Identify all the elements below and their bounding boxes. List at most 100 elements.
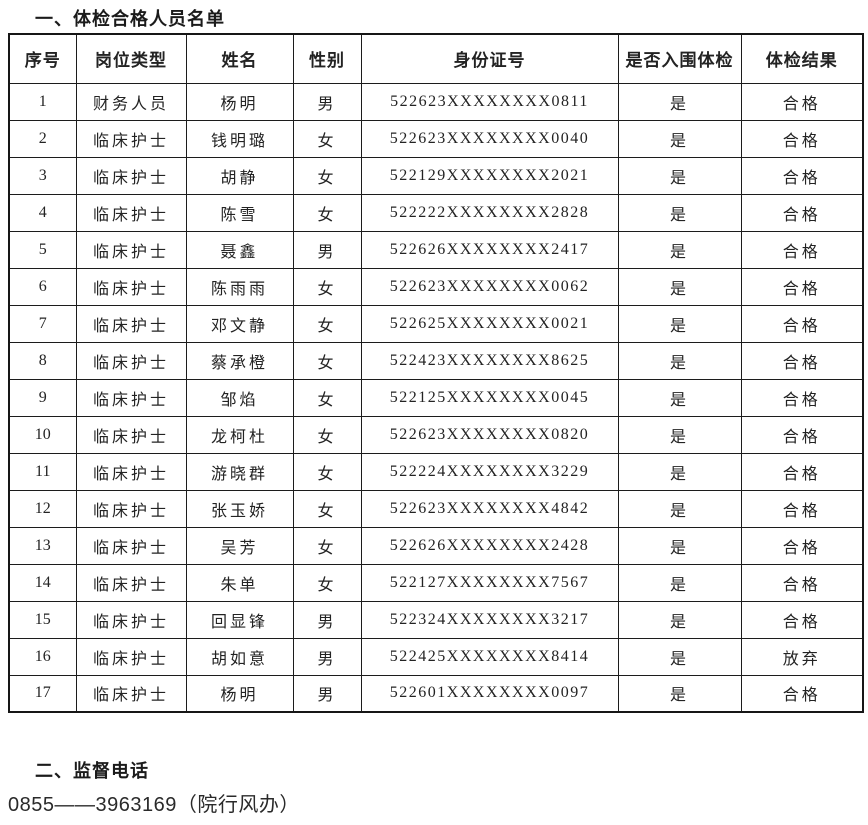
table-cell-gender: 女	[292, 267, 362, 306]
table-cell-result: 合格	[740, 378, 864, 417]
table-cell-id-number: 522623XXXXXXXX0040	[360, 119, 619, 158]
table-cell-name: 杨明	[185, 82, 294, 121]
table-cell-result: 合格	[740, 119, 864, 158]
table-cell-result: 合格	[740, 415, 864, 454]
table-row: 8 临床护士 蔡承橙女 522423XXXXXXXX8625 是合格	[8, 341, 864, 380]
table-cell-shortlisted: 是	[617, 230, 742, 269]
table-cell-seq: 12	[8, 489, 77, 528]
column-header-name: 姓名	[185, 33, 294, 84]
table-cell-seq: 15	[8, 600, 77, 639]
table-cell-name: 蔡承橙	[185, 341, 294, 380]
table-cell-position: 临床护士	[75, 119, 187, 158]
table-cell-gender: 女	[292, 378, 362, 417]
column-header-shortlisted: 是否入围体检	[617, 33, 742, 84]
supervision-phone: 0855——3963169（院行风办）	[8, 794, 300, 816]
table-row: 10 临床护士 龙柯杜女 522623XXXXXXXX0820 是合格	[8, 415, 864, 454]
table-row: 5 临床护士 聂鑫男 522626XXXXXXXX2417 是合格	[8, 230, 864, 269]
table-cell-id-number: 522623XXXXXXXX0811	[360, 82, 619, 121]
table-cell-result: 合格	[740, 489, 864, 528]
table-cell-shortlisted: 是	[617, 82, 742, 121]
table-cell-result: 合格	[740, 452, 864, 491]
column-header-position: 岗位类型	[75, 33, 187, 84]
table-cell-seq: 1	[8, 82, 77, 121]
table-cell-position: 临床护士	[75, 452, 187, 491]
table-cell-seq: 17	[8, 674, 77, 713]
table-cell-position: 临床护士	[75, 341, 187, 380]
table-cell-id-number: 522423XXXXXXXX8625	[360, 341, 619, 380]
table-cell-seq: 16	[8, 637, 77, 676]
table-cell-id-number: 522324XXXXXXXX3217	[360, 600, 619, 639]
table-cell-position: 财务人员	[75, 82, 187, 121]
table-row: 2 临床护士 钱明璐女 522623XXXXXXXX0040 是合格	[8, 119, 864, 158]
column-header-gender: 性别	[292, 33, 362, 84]
table-cell-seq: 9	[8, 378, 77, 417]
section2-heading: 二、监督电话	[35, 761, 149, 781]
table-cell-name: 邹焰	[185, 378, 294, 417]
table-cell-gender: 男	[292, 637, 362, 676]
column-header-seq: 序号	[8, 33, 77, 84]
table-row: 14 临床护士 朱单女 522127XXXXXXXX7567 是合格	[8, 563, 864, 602]
table-cell-result: 合格	[740, 674, 864, 713]
table-cell-position: 临床护士	[75, 674, 187, 713]
table-cell-name: 游晓群	[185, 452, 294, 491]
table-cell-name: 胡静	[185, 156, 294, 195]
table-row: 13 临床护士 吴芳女 522626XXXXXXXX2428 是合格	[8, 526, 864, 565]
table-cell-name: 邓文静	[185, 304, 294, 343]
table-cell-gender: 女	[292, 563, 362, 602]
table-cell-id-number: 522623XXXXXXXX4842	[360, 489, 619, 528]
table-row: 15 临床护士 回显锋男 522324XXXXXXXX3217 是合格	[8, 600, 864, 639]
table-cell-name: 聂鑫	[185, 230, 294, 269]
table-cell-position: 临床护士	[75, 304, 187, 343]
table-cell-position: 临床护士	[75, 600, 187, 639]
table-cell-id-number: 522623XXXXXXXX0062	[360, 267, 619, 306]
table-cell-seq: 2	[8, 119, 77, 158]
table-cell-shortlisted: 是	[617, 674, 742, 713]
table-cell-shortlisted: 是	[617, 452, 742, 491]
table-row: 16 临床护士 胡如意男 522425XXXXXXXX8414 是放弃	[8, 637, 864, 676]
table-cell-shortlisted: 是	[617, 304, 742, 343]
table-cell-shortlisted: 是	[617, 563, 742, 602]
table-cell-seq: 3	[8, 156, 77, 195]
table-cell-gender: 男	[292, 82, 362, 121]
table-cell-position: 临床护士	[75, 526, 187, 565]
table-cell-position: 临床护士	[75, 193, 187, 232]
table-cell-seq: 4	[8, 193, 77, 232]
table-cell-position: 临床护士	[75, 489, 187, 528]
table-cell-result: 合格	[740, 526, 864, 565]
table-cell-id-number: 522601XXXXXXXX0097	[360, 674, 619, 713]
table-cell-shortlisted: 是	[617, 600, 742, 639]
table-cell-position: 临床护士	[75, 267, 187, 306]
table-cell-id-number: 522129XXXXXXXX2021	[360, 156, 619, 195]
table-row: 12 临床护士 张玉娇女 522623XXXXXXXX4842 是合格	[8, 489, 864, 528]
table-cell-position: 临床护士	[75, 378, 187, 417]
table-body: 1 财务人员 杨明男 522623XXXXXXXX0811 是合格 2 临床护士 钱明璐女 52…	[8, 82, 864, 713]
table-cell-result: 放弃	[740, 637, 864, 676]
table-cell-position: 临床护士	[75, 230, 187, 269]
table-row: 3 临床护士 胡静女 522129XXXXXXXX2021 是合格	[8, 156, 864, 195]
table-cell-id-number: 522222XXXXXXXX2828	[360, 193, 619, 232]
table-cell-gender: 女	[292, 526, 362, 565]
table-cell-shortlisted: 是	[617, 526, 742, 565]
table-cell-shortlisted: 是	[617, 193, 742, 232]
table-cell-id-number: 522623XXXXXXXX0820	[360, 415, 619, 454]
table-cell-result: 合格	[740, 156, 864, 195]
table-cell-result: 合格	[740, 82, 864, 121]
table-cell-gender: 男	[292, 230, 362, 269]
table-header-row: 序号 岗位类型 姓名 性别 身份证号 是否入围体检 体检结果	[8, 33, 864, 84]
table-cell-seq: 10	[8, 415, 77, 454]
table-cell-gender: 女	[292, 193, 362, 232]
table-row: 7 临床护士 邓文静女 522625XXXXXXXX0021 是合格	[8, 304, 864, 343]
table-cell-seq: 13	[8, 526, 77, 565]
table-cell-shortlisted: 是	[617, 415, 742, 454]
table-cell-shortlisted: 是	[617, 637, 742, 676]
table-cell-position: 临床护士	[75, 563, 187, 602]
table-cell-id-number: 522425XXXXXXXX8414	[360, 637, 619, 676]
table-cell-id-number: 522626XXXXXXXX2428	[360, 526, 619, 565]
exam-results-table: 序号 岗位类型 姓名 性别 身份证号 是否入围体检 体检结果 1 财务人员 杨明男 522623X…	[8, 33, 864, 713]
table-cell-gender: 女	[292, 156, 362, 195]
table-cell-gender: 女	[292, 341, 362, 380]
table-cell-name: 回显锋	[185, 600, 294, 639]
table-cell-gender: 男	[292, 600, 362, 639]
table-cell-gender: 女	[292, 119, 362, 158]
table-cell-name: 胡如意	[185, 637, 294, 676]
